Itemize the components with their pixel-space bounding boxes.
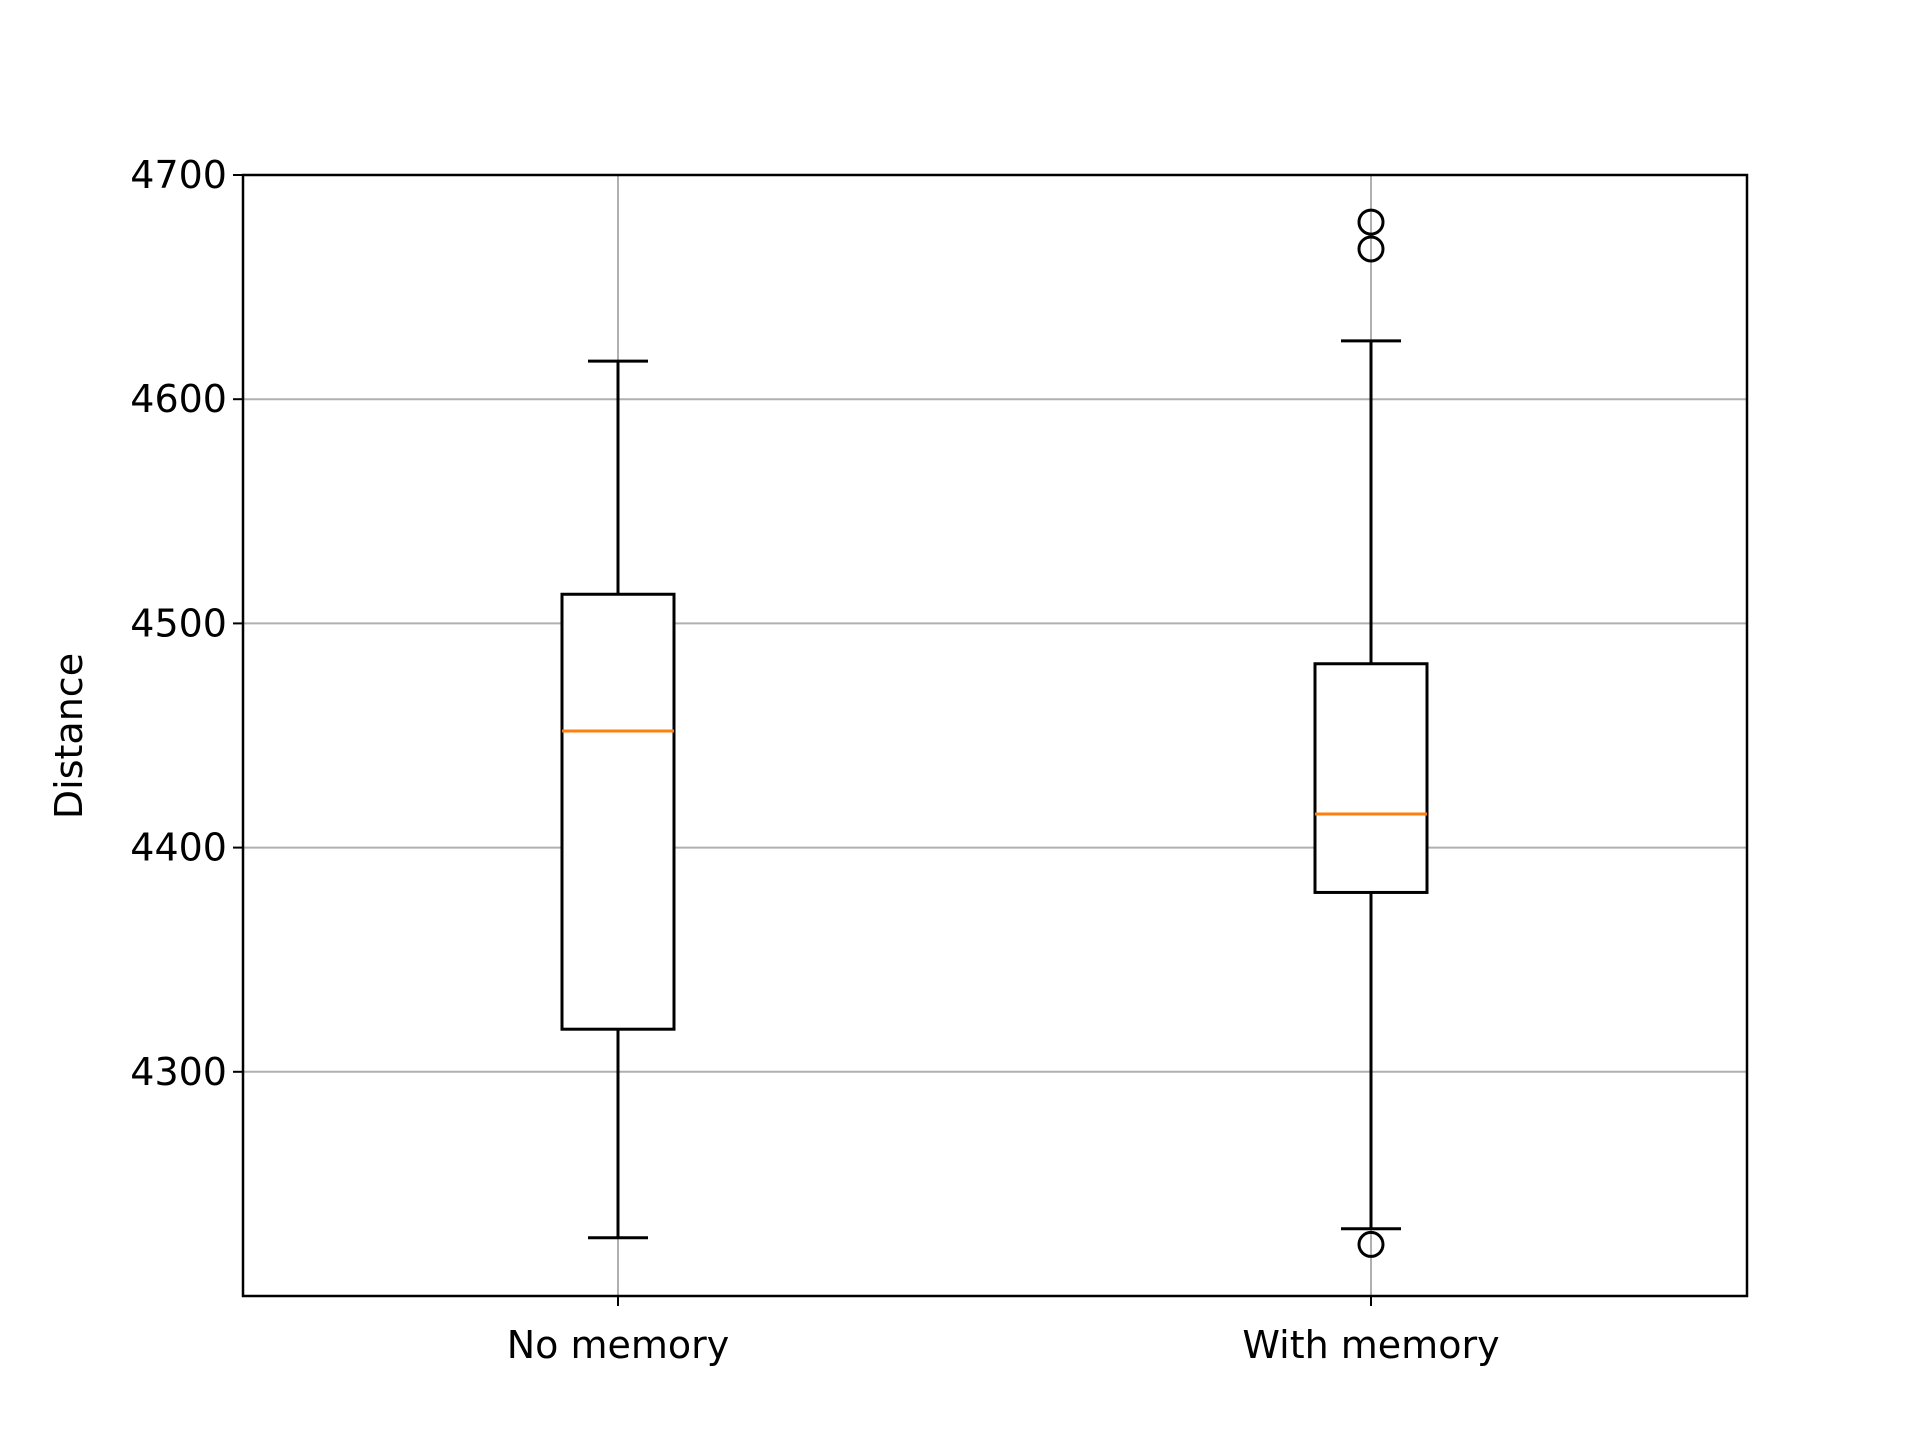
y-tick-label: 4500 xyxy=(130,601,227,645)
y-tick-label: 4300 xyxy=(130,1050,227,1094)
outlier-point xyxy=(1357,208,1385,236)
iqr-box xyxy=(560,592,676,1031)
x-tick-label: With memory xyxy=(1242,1323,1499,1367)
x-axis: No memory With memory xyxy=(507,1296,1500,1367)
y-axis: 4300 4400 4500 4600 4700 xyxy=(130,153,243,1094)
grid-lines xyxy=(243,174,1747,1296)
y-axis-label: Distance xyxy=(47,653,91,819)
x-tick-label: No memory xyxy=(507,1323,730,1367)
y-tick-label: 4700 xyxy=(130,153,227,197)
y-tick-label: 4600 xyxy=(130,377,227,421)
outlier-point xyxy=(1357,235,1385,263)
boxes xyxy=(560,208,1429,1258)
iqr-box xyxy=(1313,662,1429,894)
outlier-point xyxy=(1357,1230,1385,1258)
y-tick-label: 4400 xyxy=(130,826,227,870)
plot-area-frame xyxy=(241,173,1749,1298)
